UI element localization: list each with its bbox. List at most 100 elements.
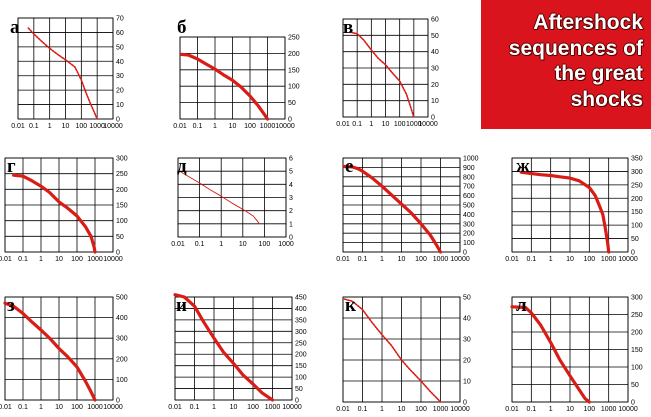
y-tick-label: 2 <box>289 208 293 215</box>
panel-label: г <box>7 156 16 177</box>
y-tick-label: 500 <box>116 295 128 302</box>
y-tick-label: 700 <box>463 184 475 191</box>
y-tick-label: 300 <box>463 221 475 228</box>
x-tick-label: 0.01 <box>173 123 187 130</box>
series-line-1 <box>519 170 611 254</box>
y-tick-label: 150 <box>116 203 128 210</box>
y-tick-label: 20 <box>463 358 471 365</box>
y-tick-label: 200 <box>288 51 300 58</box>
y-tick-label: 900 <box>463 165 475 172</box>
y-tick-label: 3 <box>289 195 293 202</box>
x-tick-label: 0.1 <box>18 404 28 411</box>
chart-panel-5: 0.01 0.1 1 10 100 10000 1 2 3 4 5 6 д <box>171 156 294 249</box>
y-tick-label: 0 <box>288 117 292 124</box>
y-tick-label: 20 <box>116 88 124 95</box>
x-tick-label: 1 <box>369 121 373 128</box>
x-tick-label: 1000 <box>601 406 617 413</box>
x-tick-label: 10 <box>398 256 406 263</box>
x-tick-label: 100 <box>244 123 256 130</box>
y-tick-label: 1000 <box>463 156 479 163</box>
y-tick-label: 50 <box>288 100 296 107</box>
y-tick-label: 5 <box>289 169 293 176</box>
x-tick-label: 100 <box>75 123 87 130</box>
y-tick-label: 400 <box>116 315 128 322</box>
y-tick-label: 10 <box>431 98 439 105</box>
y-tick-label: 300 <box>631 169 643 176</box>
plot-frame <box>511 296 629 403</box>
y-tick-label: 0 <box>289 235 293 242</box>
y-tick-label: 0 <box>631 400 635 407</box>
y-tick-label: 250 <box>295 340 307 347</box>
y-tick-label: 6 <box>289 156 293 163</box>
x-tick-label: 100 <box>259 241 271 248</box>
x-tick-label: 10 <box>230 404 238 411</box>
panel-label: л <box>516 295 527 316</box>
y-tick-label: 200 <box>463 231 475 238</box>
x-tick-label: 1 <box>549 256 553 263</box>
y-tick-label: 200 <box>295 352 307 359</box>
plot-frame <box>342 296 461 403</box>
x-tick-label: 1000 <box>260 123 276 130</box>
y-tick-label: 500 <box>463 203 475 210</box>
title-line-1: Aftershock <box>533 11 643 34</box>
y-tick-label: 200 <box>116 187 128 194</box>
y-tick-label: 100 <box>288 84 300 91</box>
y-tick-label: 60 <box>116 30 124 37</box>
y-tick-label: 600 <box>463 193 475 200</box>
series-line-1 <box>179 52 270 121</box>
y-tick-label: 30 <box>463 337 471 344</box>
y-tick-label: 400 <box>463 212 475 219</box>
series-line-1 <box>27 27 98 120</box>
y-tick-label: 40 <box>116 59 124 66</box>
x-tick-label: 10000 <box>450 406 470 413</box>
y-tick-label: 70 <box>116 16 124 23</box>
x-tick-label: 100 <box>71 256 83 263</box>
series-line-1 <box>179 170 261 225</box>
x-tick-label: 100 <box>583 256 595 263</box>
x-tick-label: 0.01 <box>505 256 519 263</box>
x-tick-label: 100 <box>247 404 259 411</box>
x-tick-label: 0.01 <box>336 406 350 413</box>
x-tick-label: 1 <box>48 123 52 130</box>
y-tick-label: 4 <box>289 182 293 189</box>
x-tick-label: 10 <box>566 406 574 413</box>
plot-frame <box>177 157 287 238</box>
panel-label: д <box>177 156 187 177</box>
x-tick-label: 100 <box>71 404 83 411</box>
y-tick-label: 50 <box>116 234 124 241</box>
x-tick-label: 0.1 <box>193 123 203 130</box>
y-tick-label: 100 <box>295 375 307 382</box>
y-tick-label: 0 <box>116 398 120 405</box>
y-tick-label: 60 <box>431 17 439 24</box>
x-tick-label: 10000 <box>103 404 123 411</box>
y-tick-label: 350 <box>631 156 643 163</box>
x-tick-label: 1 <box>212 404 216 411</box>
x-tick-label: 1000 <box>89 123 105 130</box>
plot-frame <box>174 296 293 401</box>
x-tick-label: 10000 <box>103 123 123 130</box>
plot-frame <box>342 18 429 118</box>
y-tick-label: 100 <box>631 223 643 230</box>
x-tick-label: 0.01 <box>168 404 182 411</box>
y-tick-label: 200 <box>116 356 128 363</box>
plot-frame <box>342 157 461 253</box>
x-tick-label: 1 <box>213 123 217 130</box>
series-line-1 <box>342 164 443 254</box>
y-tick-label: 300 <box>116 336 128 343</box>
x-tick-label: 10 <box>55 404 63 411</box>
y-tick-label: 30 <box>116 73 124 80</box>
y-tick-label: 40 <box>431 49 439 56</box>
y-tick-label: 300 <box>631 295 643 302</box>
y-tick-label: 250 <box>288 35 300 42</box>
x-tick-label: 10000 <box>450 256 470 263</box>
y-tick-label: 0 <box>463 250 467 257</box>
x-tick-label: 10 <box>55 256 63 263</box>
x-tick-label: 0.01 <box>336 121 350 128</box>
x-tick-label: 10 <box>382 121 390 128</box>
y-tick-label: 0 <box>295 398 299 405</box>
series-line-1 <box>12 173 97 254</box>
